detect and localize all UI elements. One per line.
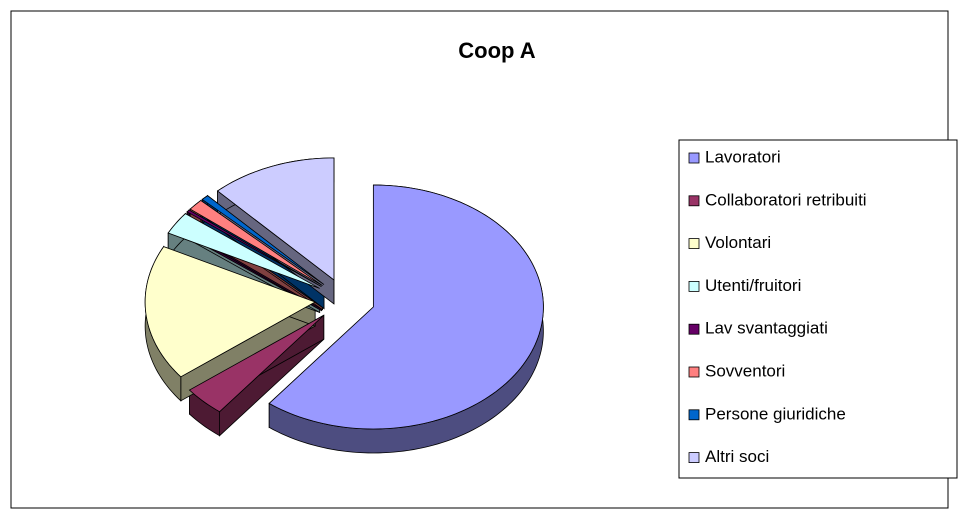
slice xyxy=(144,246,317,378)
legend-label: Collaboratori retribuiti xyxy=(705,190,867,209)
slice xyxy=(186,209,322,287)
slice xyxy=(189,199,323,287)
legend-label: Utenti/fruitori xyxy=(705,276,801,295)
legend-label: Sovventori xyxy=(705,361,785,380)
legend-swatch xyxy=(688,238,700,250)
legend-box xyxy=(678,139,958,479)
legend-label: Volontari xyxy=(705,233,771,252)
slice xyxy=(201,195,325,285)
legend-swatch xyxy=(688,323,700,335)
slice xyxy=(167,213,320,289)
legend-swatch xyxy=(688,452,700,464)
legend-label: Lav svantaggiati xyxy=(705,319,828,338)
legend-swatch xyxy=(688,280,700,292)
legend-swatch xyxy=(688,195,700,207)
legend: Lavoratori Collaboratori retribuiti Volont… xyxy=(688,147,867,466)
legend-swatch xyxy=(688,366,700,378)
legend-label: Altri soci xyxy=(705,447,769,466)
chart-title: Coop A xyxy=(458,38,535,63)
legend-label: Lavoratori xyxy=(705,147,781,166)
slice xyxy=(188,314,325,413)
legend-label: Persone giuridiche xyxy=(705,404,846,423)
pie-tops xyxy=(144,157,544,430)
slice xyxy=(268,184,544,430)
slice xyxy=(216,157,335,281)
legend-swatch xyxy=(688,152,700,164)
legend-swatch xyxy=(688,409,700,421)
